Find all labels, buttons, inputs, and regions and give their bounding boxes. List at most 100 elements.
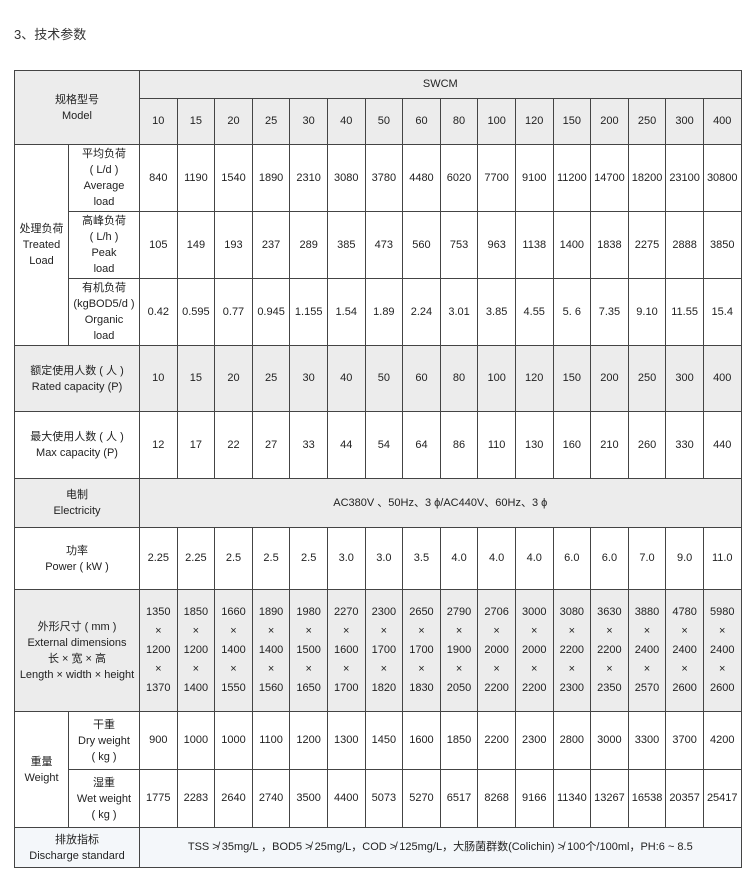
label-line: × (455, 663, 463, 675)
max-capacity-label: 最大使用人数 ( 人 ) Max capacity (P) (14, 411, 140, 479)
value-cell: 64 (402, 411, 441, 479)
value-cell: 20357 (665, 769, 704, 828)
label-line: 1500 (296, 644, 321, 656)
value-cell: 13267 (590, 769, 629, 828)
sub-label: 高峰负荷 ( L/h ) Peak load (68, 211, 140, 279)
value-cell: 60 (402, 345, 441, 412)
value-cell: 2640 (214, 769, 253, 828)
value-cell: 130 (514, 411, 554, 479)
label-line: × (568, 663, 576, 675)
label-line: Discharge standard (29, 849, 125, 862)
value-cell: 6020 (439, 144, 479, 212)
dimension-cell: 2300 × 1700 × 1820 (364, 589, 404, 712)
value-cell: 300 (665, 345, 704, 412)
section-heading: 3、技术参数 (14, 27, 87, 42)
label-line: ( L/h ) (89, 231, 119, 243)
label-line: × (719, 663, 726, 675)
value-cell: 9.10 (627, 278, 667, 346)
label-line: Dry weight (78, 734, 130, 747)
label-line: 功率 (66, 544, 88, 557)
value-cell: 2200 (477, 711, 516, 770)
label-line: × (230, 625, 237, 637)
value-cell: 200 (590, 345, 629, 412)
label-line: × (531, 663, 538, 675)
value-cell: 100 (477, 345, 516, 412)
value-cell: 6.0 (590, 527, 629, 590)
sub-label: 干重 Dry weight ( kg ) (68, 711, 140, 770)
label-line: Max capacity (P) (36, 447, 118, 459)
value-cell: 11200 (552, 144, 592, 212)
label-line: 1600 (334, 644, 359, 656)
label-line: 1980 (296, 606, 321, 618)
value-cell: 3.0 (326, 527, 366, 590)
value-cell: 5. 6 (552, 278, 592, 346)
label-line: 外形尺寸 ( mm ) (37, 620, 117, 633)
label-line: Weight (24, 771, 59, 784)
dimension-cell: 2270 × 1600 × 1700 (326, 589, 366, 712)
weight-row: 湿重 Wet weight ( kg ) 1775 2283 2640 2740 3500 44… (15, 769, 742, 828)
value-cell: 10 (139, 345, 178, 412)
label-line: External dimensions (27, 636, 127, 649)
value-cell: 7700 (477, 144, 516, 212)
label-line: 规格型号 (55, 93, 99, 106)
label-line: 2650 (409, 606, 434, 618)
label-line: 额定使用人数 ( 人 ) (30, 364, 124, 377)
value-cell: 4400 (326, 769, 366, 828)
value-cell: 11340 (552, 769, 592, 828)
value-cell: 3.5 (402, 527, 441, 590)
value-cell: 1450 (364, 711, 404, 770)
power-label: 功率 Power ( kW ) (14, 527, 140, 590)
label-line: × (531, 625, 538, 637)
label-line: 1200 (146, 644, 171, 656)
value-cell: 2740 (251, 769, 291, 828)
label-line: Model (62, 109, 92, 122)
label-line: × (155, 625, 162, 637)
value-cell: 250 (627, 345, 667, 412)
value-cell: 2.25 (176, 527, 216, 590)
value-cell: 193 (214, 211, 253, 279)
label-line: Peak (91, 247, 117, 259)
label-line: × (455, 625, 463, 637)
label-line: 1400 (258, 644, 284, 656)
value-cell: 3300 (627, 711, 667, 770)
value-cell: 3080 (326, 144, 366, 212)
value-cell: 3.01 (439, 278, 479, 346)
dimensions-label: 外形尺寸 ( mm ) External dimensions 长 × 宽 × 高 L… (14, 589, 140, 712)
spec-table: 规格型号 Model SWCM 10 15 20 25 30 40 50 60 80 100 120 150… (14, 70, 742, 868)
value-cell: 86 (439, 411, 479, 479)
value-cell: 14700 (590, 144, 629, 212)
value-cell: 2.25 (139, 527, 178, 590)
label-line: 5980 (710, 606, 735, 618)
label-line: Power ( kW ) (45, 560, 109, 573)
label-line: ( kg ) (91, 750, 117, 763)
header-models-row: 10 15 20 25 30 40 50 60 80 100 120 150 200 250 300 400 (15, 98, 742, 145)
value-cell: 12 (139, 411, 178, 479)
dimension-cell: 3880 × 2400 × 2570 (627, 589, 667, 712)
dimension-cell: 5980 × 2400 × 2600 (702, 589, 742, 712)
value-cell: 30 (289, 345, 328, 412)
model-header: 400 (702, 98, 742, 145)
model-header: 250 (627, 98, 667, 145)
label-line: 1850 (183, 606, 209, 618)
label-line: × (681, 663, 688, 675)
rated-capacity-row: 额定使用人数 ( 人 ) Rated capacity (P) 10 15 20 25 30… (14, 345, 742, 412)
weight-label: 重量 Weight (14, 711, 69, 828)
label-line: Length × width × height (19, 668, 135, 681)
label-line: × (192, 625, 200, 637)
value-cell: 560 (402, 211, 441, 279)
label-line: 1890 (258, 606, 284, 618)
label-line: 干重 (93, 718, 115, 731)
value-cell: 289 (289, 211, 328, 279)
treated-load-label: 处理负荷 Treated Load (14, 144, 69, 346)
label-line: × (643, 663, 651, 675)
value-cell: 20 (214, 345, 253, 412)
label-line: × (267, 625, 275, 637)
label-line: 1560 (258, 682, 284, 694)
label-line: 2000 (521, 644, 547, 656)
label-line: 2300 (371, 606, 397, 618)
dimension-cell: 1980 × 1500 × 1650 (289, 589, 328, 712)
treated-load-row: 高峰负荷 ( L/h ) Peak load 105 149 193 237 289 385 473… (15, 211, 742, 279)
label-line: × (606, 625, 613, 637)
label-line: 2400 (710, 644, 735, 656)
dimension-cell: 2790 × 1900 × 2050 (439, 589, 479, 712)
